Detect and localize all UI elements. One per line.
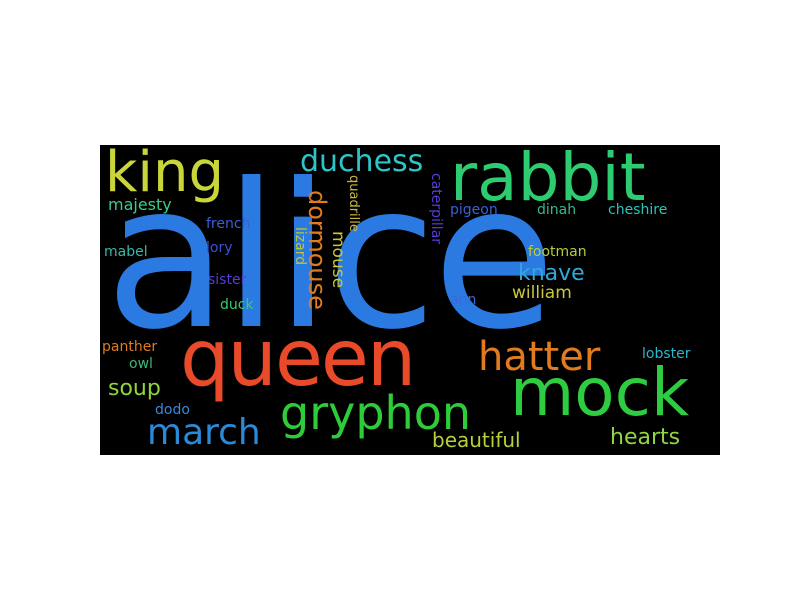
word-cloud: alice queen rabbit mock king gryphon hat… — [100, 145, 720, 455]
word-duck: duck — [220, 297, 254, 313]
word-lizard: lizard — [292, 227, 308, 266]
word-french: french — [206, 216, 251, 232]
word-beautiful: beautiful — [432, 428, 521, 452]
word-footman: footman — [528, 244, 587, 260]
word-caterpillar: caterpillar — [428, 173, 444, 245]
word-lobster: lobster — [642, 346, 691, 362]
word-cheshire: cheshire — [608, 202, 668, 218]
word-ann: ann — [450, 292, 477, 308]
word-duchess: duchess — [300, 145, 424, 179]
word-march: march — [147, 412, 261, 453]
word-soup: soup — [108, 376, 161, 401]
word-panther: panther — [102, 339, 158, 355]
word-knave: knave — [518, 261, 585, 286]
word-dodo: dodo — [155, 402, 190, 418]
word-sister: sister — [208, 272, 247, 288]
word-owl: owl — [129, 356, 153, 372]
word-dormouse: dormouse — [303, 190, 331, 310]
word-pigeon: pigeon — [450, 202, 498, 218]
word-alice: alice — [105, 145, 556, 374]
word-william: william — [512, 283, 572, 303]
word-mock: mock — [510, 354, 690, 431]
word-mouse: mouse — [328, 231, 348, 289]
word-dinah: dinah — [537, 202, 577, 218]
word-rabbit: rabbit — [450, 145, 646, 216]
word-hearts: hearts — [610, 425, 681, 450]
word-gryphon: gryphon — [280, 386, 471, 440]
word-king: king — [105, 145, 225, 205]
word-lory: lory — [206, 240, 233, 256]
word-majesty: majesty — [108, 195, 172, 214]
word-mabel: mabel — [104, 244, 148, 260]
word-quadrille: quadrille — [346, 175, 361, 232]
word-queen: queen — [180, 314, 416, 404]
word-hatter: hatter — [478, 334, 601, 380]
